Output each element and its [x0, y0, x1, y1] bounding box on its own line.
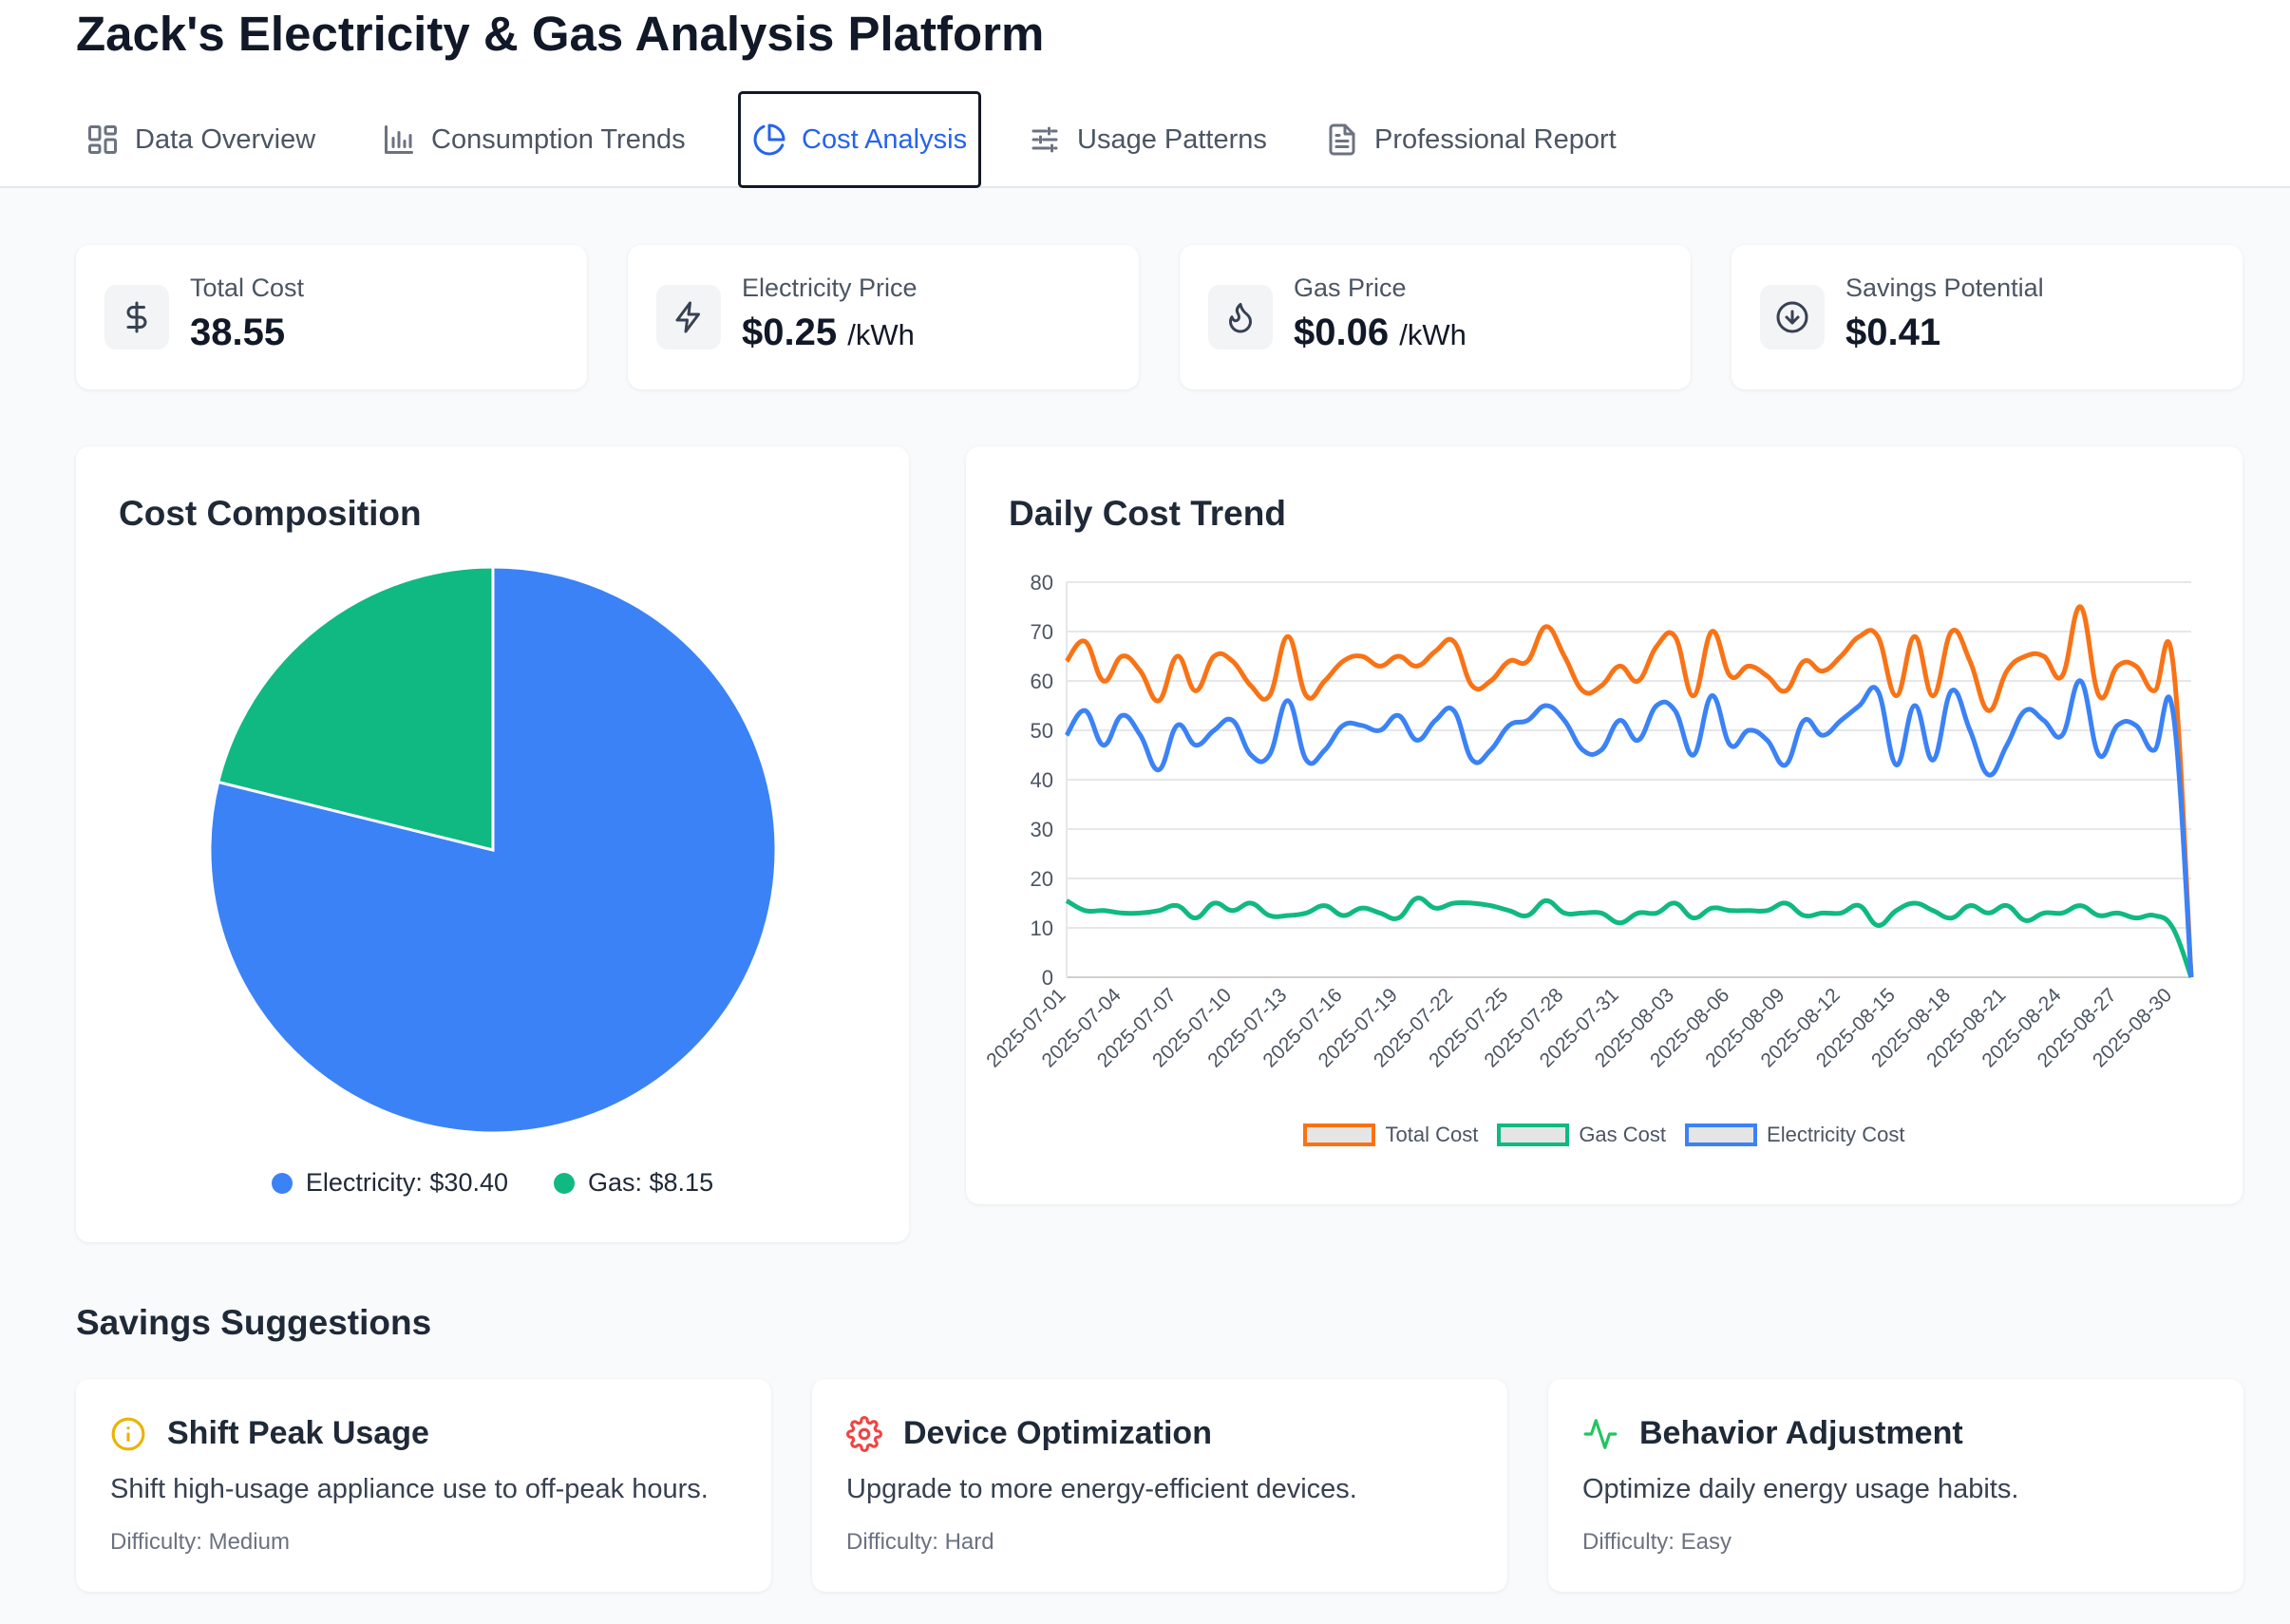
suggestion-title: Device Optimization	[903, 1415, 1212, 1451]
suggestion-title: Behavior Adjustment	[1639, 1415, 1963, 1451]
suggestion-card-behavior-adjustment: Behavior Adjustment Optimize daily energ…	[1548, 1379, 2243, 1592]
y-tick-label: 20	[1031, 867, 1053, 891]
kpi-total-cost: Total Cost 38.55	[76, 245, 587, 389]
dollar-icon	[126, 301, 147, 333]
suggestion-card-shift-peak: Shift Peak Usage Shift high-usage applia…	[76, 1379, 771, 1592]
cost-composition-card: Cost Composition Electricity: $30.40 Gas…	[76, 446, 909, 1242]
legend-electricity-cost[interactable]: Electricity Cost	[1685, 1123, 1905, 1147]
series-line-electricity-cost[interactable]	[1064, 678, 2194, 978]
series-line-gas-cost[interactable]	[1065, 896, 2194, 978]
kpi-gas-price: Gas Price $0.06 /kWh	[1180, 245, 1691, 389]
legend-swatch	[1685, 1124, 1758, 1146]
suggestion-difficulty: Difficulty: Easy	[1582, 1529, 1732, 1555]
suggestion-title: Shift Peak Usage	[167, 1415, 429, 1451]
legend-label: Gas Cost	[1579, 1123, 1667, 1146]
kpi-label: Electricity Price	[742, 274, 918, 302]
tab-professional-report[interactable]: Professional Report	[1314, 91, 1628, 188]
legend-label: Total Cost	[1385, 1123, 1479, 1146]
flame-icon	[1229, 303, 1252, 333]
y-tick-label: 70	[1031, 620, 1053, 644]
legend-label: Electricity: $30.40	[305, 1168, 508, 1197]
tab-label: Cost Analysis	[802, 123, 968, 155]
pie-legend: Electricity: $30.40 Gas: $8.15	[76, 1168, 909, 1198]
daily-cost-trend-title: Daily Cost Trend	[1009, 494, 1286, 533]
tab-label: Professional Report	[1374, 123, 1617, 155]
savings-section-title: Savings Suggestions	[76, 1303, 432, 1342]
tab-label: Data Overview	[135, 123, 316, 155]
y-tick-label: 10	[1031, 916, 1053, 940]
pie-slice-gas[interactable]	[216, 565, 495, 852]
kpi-label: Gas Price	[1294, 274, 1407, 302]
legend-total-cost[interactable]: Total Cost	[1303, 1123, 1478, 1147]
y-tick-label: 80	[1031, 571, 1053, 595]
daily-cost-trend-chart: 010203040506070802025-07-012025-07-04202…	[982, 571, 2194, 1071]
bar-chart-icon	[385, 125, 413, 154]
kpi-label: Savings Potential	[1845, 274, 2044, 302]
kpi-savings-potential: Savings Potential $0.41	[1732, 245, 2243, 389]
kpi-value: $0.06	[1294, 312, 1390, 353]
pie-chart-icon	[753, 123, 785, 156]
suggestion-difficulty: Difficulty: Hard	[846, 1529, 994, 1555]
suggestion-difficulty: Difficulty: Medium	[110, 1529, 290, 1555]
app-title: Zack's Electricity & Gas Analysis Platfo…	[76, 7, 1045, 61]
suggestion-card-device-optimization: Device Optimization Upgrade to more ener…	[812, 1379, 1507, 1592]
gear-icon	[846, 1415, 882, 1452]
arrow-down-circle-icon	[1776, 301, 1808, 333]
kpi-electricity-price: Electricity Price $0.25 /kWh	[628, 245, 1139, 389]
sliders-icon	[1031, 126, 1058, 153]
legend-dot	[271, 1172, 293, 1194]
kpi-value: $0.25	[742, 312, 838, 353]
kpi-value: 38.55	[190, 312, 286, 353]
kpi-value: $0.41	[1845, 312, 1941, 353]
tab-usage-patterns[interactable]: Usage Patterns	[1016, 91, 1278, 188]
y-tick-label: 50	[1031, 719, 1053, 743]
suggestion-desc: Optimize daily energy usage habits.	[1582, 1474, 2019, 1504]
info-icon	[111, 1417, 145, 1450]
y-tick-label: 60	[1031, 670, 1053, 693]
document-icon	[1329, 123, 1355, 156]
grid-icon	[88, 125, 117, 154]
legend-swatch	[1303, 1124, 1376, 1146]
tab-label: Consumption Trends	[431, 123, 686, 155]
legend-electricity[interactable]: Electricity: $30.40	[271, 1168, 508, 1198]
legend-label: Electricity Cost	[1767, 1123, 1905, 1146]
tab-bar: Data Overview Consumption Trends Cost An…	[0, 91, 2290, 188]
legend-dot	[554, 1172, 575, 1194]
pie-slice-electricity[interactable]	[208, 565, 778, 1135]
header: Zack's Electricity & Gas Analysis Platfo…	[0, 0, 2290, 188]
legend-gas[interactable]: Gas: $8.15	[554, 1168, 713, 1198]
kpi-label: Total Cost	[190, 274, 305, 302]
legend-swatch	[1497, 1124, 1570, 1146]
legend-label: Gas: $8.15	[588, 1168, 714, 1197]
legend-gas-cost[interactable]: Gas Cost	[1497, 1123, 1666, 1147]
suggestion-desc: Shift high-usage appliance use to off-pe…	[110, 1474, 709, 1504]
kpi-unit: /kWh	[1399, 318, 1467, 351]
tab-data-overview[interactable]: Data Overview	[74, 91, 327, 188]
series-line-total-cost[interactable]	[1064, 604, 2194, 978]
suggestion-desc: Upgrade to more energy-efficient devices…	[846, 1474, 1357, 1504]
daily-cost-trend-card: Daily Cost Trend 0 10 20 30 40 50 60 70 80 2025-0…	[966, 446, 2243, 1204]
y-tick-label: 30	[1031, 818, 1053, 841]
lightning-icon	[675, 301, 700, 333]
y-tick-label: 0	[1042, 966, 1053, 990]
cost-composition-pie	[208, 565, 778, 1135]
tab-label: Usage Patterns	[1077, 123, 1267, 155]
line-legend: Total Cost Gas Cost Electricity Cost	[966, 1123, 2243, 1147]
cost-composition-title: Cost Composition	[119, 494, 422, 533]
activity-icon	[1583, 1418, 1618, 1449]
kpi-unit: /kWh	[847, 318, 915, 351]
tab-cost-analysis[interactable]: Cost Analysis	[738, 91, 982, 188]
tab-consumption-trends[interactable]: Consumption Trends	[370, 91, 697, 188]
y-tick-label: 40	[1031, 768, 1053, 792]
